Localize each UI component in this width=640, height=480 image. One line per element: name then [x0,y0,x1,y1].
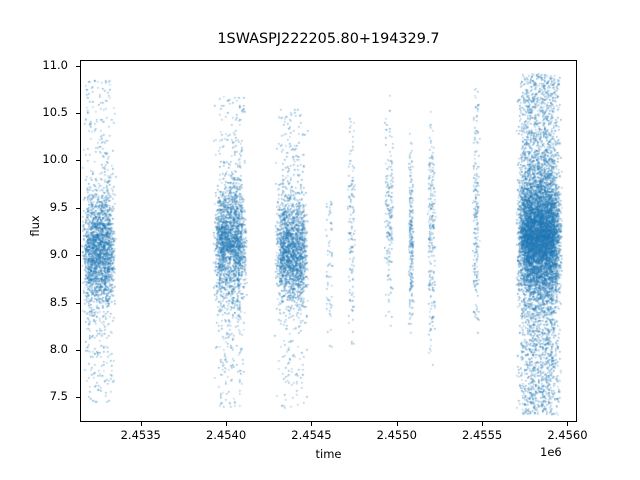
chart-title: 1SWASPJ222205.80+194329.7 [217,31,440,47]
x-tick-label: 2.4535 [120,428,161,442]
y-tick-mark [76,207,80,209]
x-tick-mark [567,422,569,426]
x-tick-label: 2.4540 [205,428,247,442]
y-tick-mark [76,255,80,257]
y-tick-label: 8.0 [49,341,68,356]
x-tick-label: 2.4550 [376,428,417,442]
y-tick-label: 7.5 [49,389,68,404]
y-tick-mark [76,349,80,351]
y-tick-mark [76,160,80,162]
scatter-points-canvas [81,61,576,421]
y-tick-label: 10.0 [42,152,68,167]
y-tick-label: 9.5 [49,199,68,214]
x-tick-mark [140,422,142,426]
x-tick-label: 2.4560 [547,428,588,442]
x-tick-label: 2.4555 [461,428,503,442]
x-tick-mark [482,422,484,426]
y-axis-label: flux [28,215,42,237]
x-tick-mark [396,422,398,426]
x-tick-mark [311,422,313,426]
x-axis-label: time [315,447,342,461]
plot-axes [80,60,577,422]
y-tick-mark [76,302,80,304]
x-axis-offset-text: 1e6 [540,445,562,459]
y-tick-mark [76,397,80,399]
y-tick-label: 8.5 [49,294,68,309]
y-tick-mark [76,113,80,115]
y-tick-mark [76,65,80,67]
x-tick-mark [226,422,228,426]
y-tick-label: 10.5 [42,105,68,120]
x-tick-label: 2.4545 [291,428,332,442]
y-tick-label: 11.0 [42,57,68,72]
y-tick-label: 9.0 [49,247,68,262]
